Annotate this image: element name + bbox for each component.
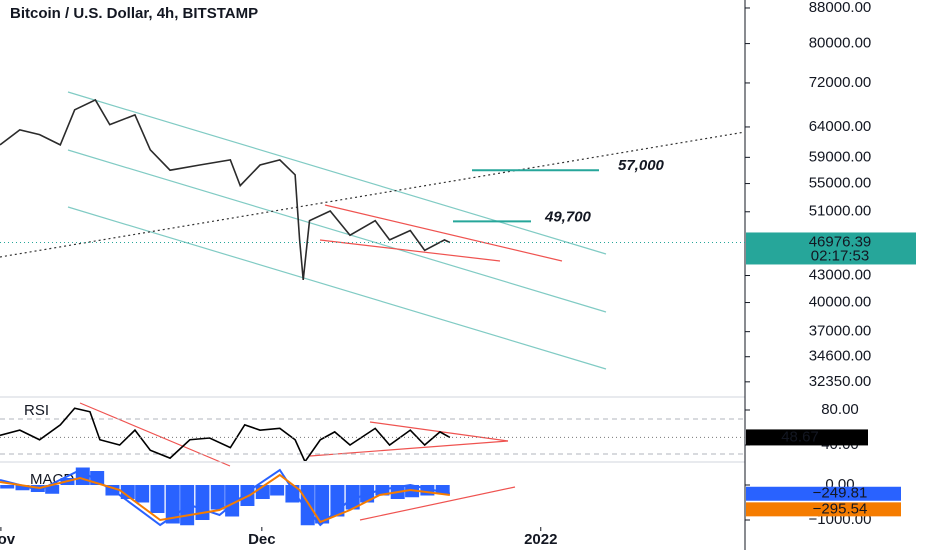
- histogram-bar: [345, 485, 360, 510]
- histogram-bar: [435, 485, 450, 494]
- drawings: [0, 91, 746, 521]
- value-label-box: [746, 429, 868, 446]
- y-tick-label: 80.00: [821, 401, 859, 418]
- annotation-label: 49,700: [544, 208, 592, 225]
- histogram-bar: [135, 485, 150, 503]
- countdown: 02:17:53: [811, 247, 869, 264]
- x-tick-label: Dec: [248, 531, 276, 548]
- x-tick-label: 2022: [524, 531, 557, 548]
- indicator-title: RSI: [24, 402, 49, 419]
- y-tick-label: 34600.00: [809, 348, 872, 365]
- y-tick-label: 59000.00: [809, 148, 872, 165]
- pane: [0, 467, 451, 527]
- histogram-bar: [150, 485, 165, 514]
- series-line: [0, 407, 451, 461]
- y-tick-label: 55000.00: [809, 175, 872, 192]
- histogram-bar: [120, 485, 135, 500]
- y-tick-label: 32350.00: [809, 373, 872, 390]
- histogram-bar: [210, 485, 225, 510]
- histogram-bar: [195, 485, 210, 521]
- value-label: −249.81: [813, 485, 868, 502]
- y-tick-label: 37000.00: [809, 323, 872, 340]
- value-label-box: [746, 502, 901, 517]
- series-line: [0, 98, 451, 280]
- x-tick-label: Nov: [0, 531, 16, 548]
- y-tick-label: 72000.00: [809, 74, 872, 91]
- y-tick-label: 51000.00: [809, 203, 872, 220]
- y-tick-label: 43000.00: [809, 266, 872, 283]
- value-label: −295.54: [813, 500, 868, 517]
- histogram-bar: [0, 485, 15, 489]
- histogram-bar: [45, 485, 60, 494]
- y-tick-label: 40000.00: [809, 294, 872, 311]
- series-line: [0, 473, 451, 524]
- y-tick-label: 88000.00: [809, 0, 872, 16]
- chart-title: Bitcoin / U.S. Dollar, 4h, BITSTAMP: [10, 5, 258, 22]
- pane: [0, 98, 451, 280]
- annotation-label: 57,000: [618, 157, 665, 174]
- histogram-bar: [270, 485, 285, 496]
- value-label: 48.67: [781, 428, 819, 445]
- pane: [0, 407, 451, 461]
- histogram-bar: [420, 485, 435, 496]
- histogram-bar: [285, 485, 300, 503]
- series-line: [0, 468, 451, 527]
- price-label-box: [746, 232, 916, 265]
- value-label-box: [746, 486, 901, 501]
- price-label: 46976.39: [809, 233, 872, 250]
- histogram-bar: [15, 485, 30, 491]
- y-tick-label: 80000.00: [809, 35, 872, 52]
- y-tick-label: 64000.00: [809, 118, 872, 135]
- histogram-bar: [315, 485, 330, 524]
